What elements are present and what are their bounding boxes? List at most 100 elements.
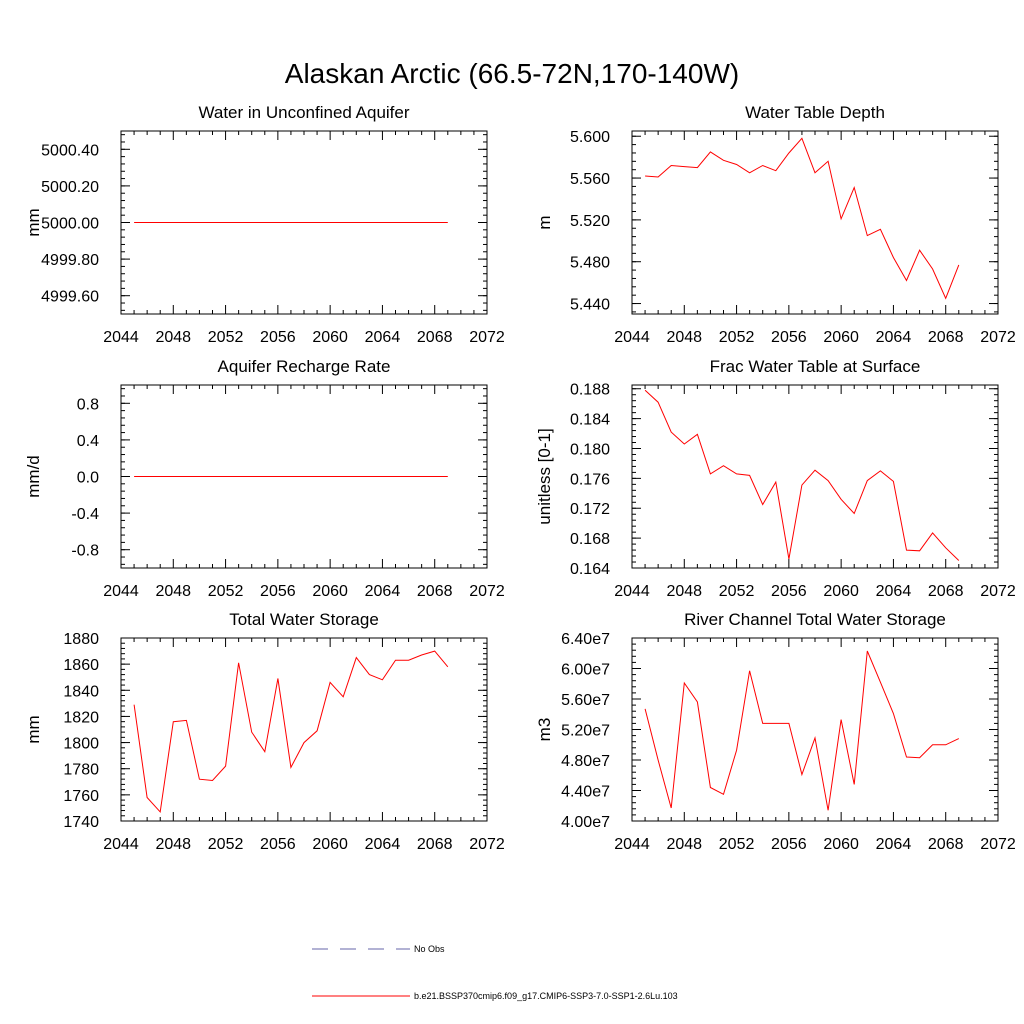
x-tick-label: 2064 (365, 329, 401, 346)
x-tick-label: 2072 (980, 583, 1016, 600)
x-tick-label: 2052 (208, 329, 244, 346)
y-tick-label: 0.180 (570, 441, 610, 458)
x-tick-label: 2060 (823, 583, 859, 600)
y-tick-label: 5.60e7 (561, 692, 610, 709)
x-tick-label: 2060 (312, 329, 348, 346)
x-tick-label: 2052 (719, 836, 755, 853)
panel-title: River Channel Total Water Storage (684, 610, 946, 629)
x-tick-label: 2048 (666, 329, 702, 346)
y-axis-label: unitless [0-1] (535, 428, 554, 524)
x-tick-label: 2072 (469, 583, 505, 600)
x-tick-label: 2056 (771, 836, 807, 853)
x-tick-label: 2064 (876, 329, 912, 346)
x-tick-label: 2064 (876, 583, 912, 600)
y-axis-label: m (535, 215, 554, 229)
x-tick-label: 2052 (719, 329, 755, 346)
y-tick-label: 5000.00 (41, 216, 99, 233)
x-tick-label: 2072 (469, 329, 505, 346)
x-tick-label: 2068 (417, 583, 453, 600)
chart-panel-aquifer-recharge-rate: Aquifer Recharge Rate mm/d 2044 2048 2052 205… (24, 357, 505, 600)
x-tick-label: 2072 (469, 836, 505, 853)
x-tick-label: 2056 (260, 836, 296, 853)
chart-panel-river-channel-total-water-storage: River Channel Total Water Storage m3 2044 2… (535, 610, 1016, 853)
y-tick-label: 6.40e7 (561, 631, 610, 648)
series-line-water-table-depth (645, 137, 960, 300)
x-tick-label: 2052 (208, 836, 244, 853)
y-tick-label: 1800 (63, 736, 99, 753)
y-tick-label: 1840 (63, 683, 99, 700)
x-tick-label: 2056 (260, 583, 296, 600)
x-tick-label: 2060 (312, 836, 348, 853)
y-tick-label: 1860 (63, 657, 99, 674)
x-tick-label: 2044 (614, 836, 650, 853)
y-tick-label: 1740 (63, 814, 99, 831)
page-title: Alaskan Arctic (66.5-72N,170-140W) (285, 58, 739, 89)
x-tick-label: 2060 (823, 836, 859, 853)
chart-panel-total-water-storage: Total Water Storage mm 2044 2048 2052 2056 206… (24, 610, 505, 853)
panel-title: Frac Water Table at Surface (710, 357, 921, 376)
y-axis-label: mm (24, 208, 43, 236)
x-tick-label: 2060 (823, 329, 859, 346)
x-tick-label: 2064 (365, 836, 401, 853)
y-tick-label: 0.164 (570, 561, 610, 578)
panel-grid: Water in Unconfined Aquifer mm 2044 2048 205… (24, 103, 1016, 853)
y-tick-label: 1820 (63, 709, 99, 726)
series-line-total-water-storage (133, 650, 449, 814)
x-tick-label: 2044 (103, 583, 139, 600)
y-tick-label: 5.480 (570, 255, 610, 272)
plot-frame (631, 130, 999, 315)
y-tick-label: 5.440 (570, 297, 610, 314)
x-tick-label: 2064 (365, 583, 401, 600)
y-tick-label: 5000.20 (41, 179, 99, 196)
chart-panel-water-table-depth: Water Table Depth m 2044 2048 2052 2056 2060 20… (535, 103, 1016, 346)
x-tick-label: 2044 (103, 836, 139, 853)
x-tick-label: 2056 (771, 329, 807, 346)
plot-frame (631, 637, 999, 822)
y-axis-label: mm/d (24, 455, 43, 498)
x-tick-label: 2048 (155, 329, 191, 346)
legend: No Obs b.e21.BSSP370cmip6.f09_g17.CMIP6-… (312, 944, 678, 1001)
y-tick-label: 5.600 (570, 129, 610, 146)
y-tick-label: 1760 (63, 788, 99, 805)
panel-title: Water Table Depth (745, 103, 885, 122)
y-tick-label: 0.168 (570, 531, 610, 548)
y-tick-label: 4999.60 (41, 289, 99, 306)
legend-label-no-obs: No Obs (414, 944, 445, 954)
y-tick-label: 4999.80 (41, 252, 99, 269)
x-tick-label: 2044 (614, 329, 650, 346)
y-tick-label: 5000.40 (41, 142, 99, 159)
x-tick-label: 2048 (155, 583, 191, 600)
y-tick-label: 0.8 (77, 396, 99, 413)
x-tick-label: 2064 (876, 836, 912, 853)
x-tick-label: 2072 (980, 329, 1016, 346)
x-tick-label: 2048 (666, 583, 702, 600)
y-tick-label: -0.8 (71, 543, 99, 560)
y-tick-label: 0.0 (77, 470, 99, 487)
y-tick-label: 5.20e7 (561, 723, 610, 740)
y-tick-label: 0.176 (570, 471, 610, 488)
x-tick-label: 2044 (103, 329, 139, 346)
x-tick-label: 2068 (417, 329, 453, 346)
panel-title: Water in Unconfined Aquifer (198, 103, 409, 122)
panel-title: Aquifer Recharge Rate (218, 357, 391, 376)
y-tick-label: -0.4 (71, 506, 99, 523)
series-line-river-channel-total-water-storage (644, 650, 960, 811)
x-tick-label: 2068 (928, 329, 964, 346)
y-tick-label: 0.172 (570, 501, 610, 518)
plot-frame (631, 384, 999, 569)
y-tick-label: 4.00e7 (561, 814, 610, 831)
y-tick-label: 1880 (63, 631, 99, 648)
y-tick-label: 0.184 (570, 412, 610, 429)
x-tick-label: 2056 (260, 329, 296, 346)
y-tick-label: 0.188 (570, 382, 610, 399)
x-tick-label: 2048 (666, 836, 702, 853)
y-tick-label: 6.00e7 (561, 662, 610, 679)
x-tick-label: 2052 (208, 583, 244, 600)
chart-panel-frac-water-table-at-surface: Frac Water Table at Surface unitless [0-1… (535, 357, 1016, 600)
y-tick-label: 5.520 (570, 213, 610, 230)
plot-frame (120, 637, 488, 822)
x-tick-label: 2072 (980, 836, 1016, 853)
x-tick-label: 2068 (928, 583, 964, 600)
y-axis-label: m3 (535, 718, 554, 742)
